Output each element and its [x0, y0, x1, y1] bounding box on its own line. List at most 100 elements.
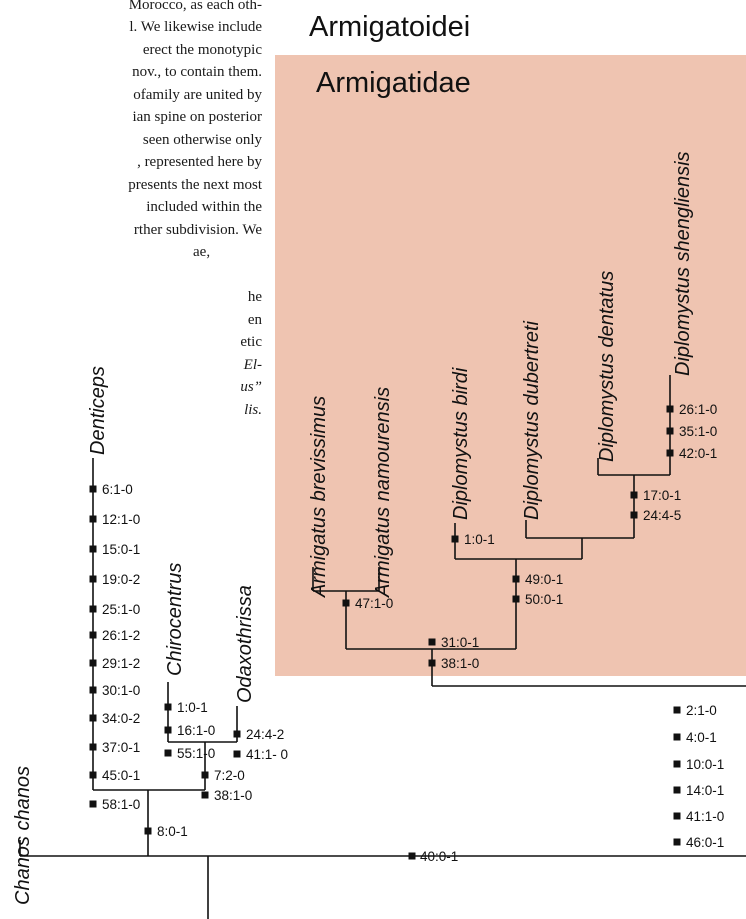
- change-marker: [512, 575, 520, 583]
- change-label: 14:0-1: [686, 783, 724, 798]
- change-marker: [89, 545, 97, 553]
- taxon-armigatus-brevissimus: Armigatus brevissimus: [308, 396, 330, 598]
- change-label: 2:1-0: [686, 703, 717, 718]
- change-label: 38:1-0: [214, 788, 252, 803]
- change-label: 37:0-1: [102, 740, 140, 755]
- change-marker: [673, 812, 681, 820]
- change-marker: [164, 726, 172, 734]
- change-marker: [673, 706, 681, 714]
- change-label: 41:1- 0: [246, 747, 288, 762]
- paragraph-line: us”: [240, 379, 262, 395]
- taxon-odaxothrissa: Odaxothrissa: [234, 585, 256, 703]
- paragraph-line: nov., to contain them.: [132, 64, 262, 80]
- change-marker: [673, 838, 681, 846]
- paragraph-line: El-: [243, 357, 262, 373]
- change-label: 40:0-1: [420, 849, 458, 864]
- taxon-armigatus-namourensis: Armigatus namourensis: [372, 387, 394, 598]
- clade-label-armigatoidei: Armigatoidei: [309, 11, 470, 43]
- change-marker: [89, 743, 97, 751]
- taxon-chirocentrus: Chirocentrus: [164, 563, 186, 676]
- change-marker: [673, 786, 681, 794]
- change-marker: [164, 749, 172, 757]
- paragraph-line: he: [247, 289, 262, 305]
- paragraph-line: ofamily are united by: [133, 87, 262, 103]
- taxon-diplomystus-shengliensis: Diplomystus shengliensis: [672, 151, 694, 376]
- paragraph-line: ian spine on posterior: [132, 109, 262, 125]
- change-label: 24:4-5: [643, 508, 681, 523]
- paragraph-line: lis.: [244, 402, 262, 418]
- change-marker: [233, 750, 241, 758]
- taxon-denticeps: Denticeps: [87, 366, 109, 455]
- change-label: 46:0-1: [686, 835, 724, 850]
- change-marker: [666, 427, 674, 435]
- change-marker: [630, 511, 638, 519]
- change-label: 29:1-2: [102, 656, 140, 671]
- change-marker: [89, 800, 97, 808]
- change-marker: [89, 631, 97, 639]
- change-label: 12:1-0: [102, 512, 140, 527]
- change-label: 16:1-0: [177, 723, 215, 738]
- paragraph-line: etic: [240, 334, 262, 350]
- change-label: 1:0-1: [177, 700, 208, 715]
- background-paragraph: Morocco, as each oth- l. We likewise inc…: [0, 0, 262, 520]
- change-marker: [89, 575, 97, 583]
- paragraph-line: erect the monotypic: [142, 42, 262, 58]
- change-marker: [89, 485, 97, 493]
- change-label: 24:4-2: [246, 727, 284, 742]
- character-changes: 6:1-0 12:1-0 15:0-1 19:0-2 25:1-0 26:1-2…: [89, 402, 724, 864]
- paragraph-line: Morocco, as each oth-: [128, 0, 262, 13]
- paragraph-line: rther subdivision. We: [133, 222, 262, 238]
- change-marker: [89, 686, 97, 694]
- paragraph-line: , represented here by: [137, 154, 262, 170]
- change-marker: [342, 599, 350, 607]
- change-marker: [673, 760, 681, 768]
- paragraph-line: presents the next most: [128, 177, 262, 193]
- change-marker: [89, 659, 97, 667]
- change-label: 6:1-0: [102, 482, 133, 497]
- change-label: 49:0-1: [525, 572, 563, 587]
- change-label: 26:1-0: [679, 402, 717, 417]
- change-label: 25:1-0: [102, 602, 140, 617]
- change-marker: [666, 405, 674, 413]
- change-label: 8:0-1: [157, 824, 188, 839]
- change-label: 7:2-0: [214, 768, 245, 783]
- taxon-diplomystus-birdi: Diplomystus birdi: [450, 367, 472, 520]
- taxon-diplomystus-dubertreti: Diplomystus dubertreti: [521, 320, 543, 520]
- change-marker: [673, 733, 681, 741]
- change-label: 31:0-1: [441, 635, 479, 650]
- change-label: 15:0-1: [102, 542, 140, 557]
- change-marker: [512, 595, 520, 603]
- paragraph-line: seen otherwise only: [142, 132, 262, 148]
- change-marker: [451, 535, 459, 543]
- change-label: 58:1-0: [102, 797, 140, 812]
- change-label: 34:0-2: [102, 711, 140, 726]
- change-marker: [233, 730, 241, 738]
- change-label: 30:1-0: [102, 683, 140, 698]
- change-label: 35:1-0: [679, 424, 717, 439]
- change-marker: [89, 714, 97, 722]
- change-label: 1:0-1: [464, 532, 495, 547]
- paragraph-line: l. We likewise include: [129, 19, 262, 35]
- change-marker: [164, 703, 172, 711]
- taxon-chanos-chanos: Chanos chanos: [12, 766, 34, 905]
- change-label: 50:0-1: [525, 592, 563, 607]
- change-marker: [144, 827, 152, 835]
- clade-label-armigatidae: Armigatidae: [316, 67, 471, 99]
- change-label: 38:1-0: [441, 656, 479, 671]
- tree-branches: [19, 375, 746, 919]
- change-marker: [666, 449, 674, 457]
- change-marker: [89, 605, 97, 613]
- change-marker: [89, 515, 97, 523]
- change-marker: [201, 771, 209, 779]
- paragraph-line: ae,: [193, 244, 211, 260]
- change-label: 19:0-2: [102, 572, 140, 587]
- taxon-diplomystus-dentatus: Diplomystus dentatus: [596, 271, 618, 462]
- change-label: 26:1-2: [102, 628, 140, 643]
- change-marker: [89, 771, 97, 779]
- change-label: 42:0-1: [679, 446, 717, 461]
- change-label: 55:1-0: [177, 746, 215, 761]
- change-marker: [201, 791, 209, 799]
- change-label: 17:0-1: [643, 488, 681, 503]
- change-label: 41:1-0: [686, 809, 724, 824]
